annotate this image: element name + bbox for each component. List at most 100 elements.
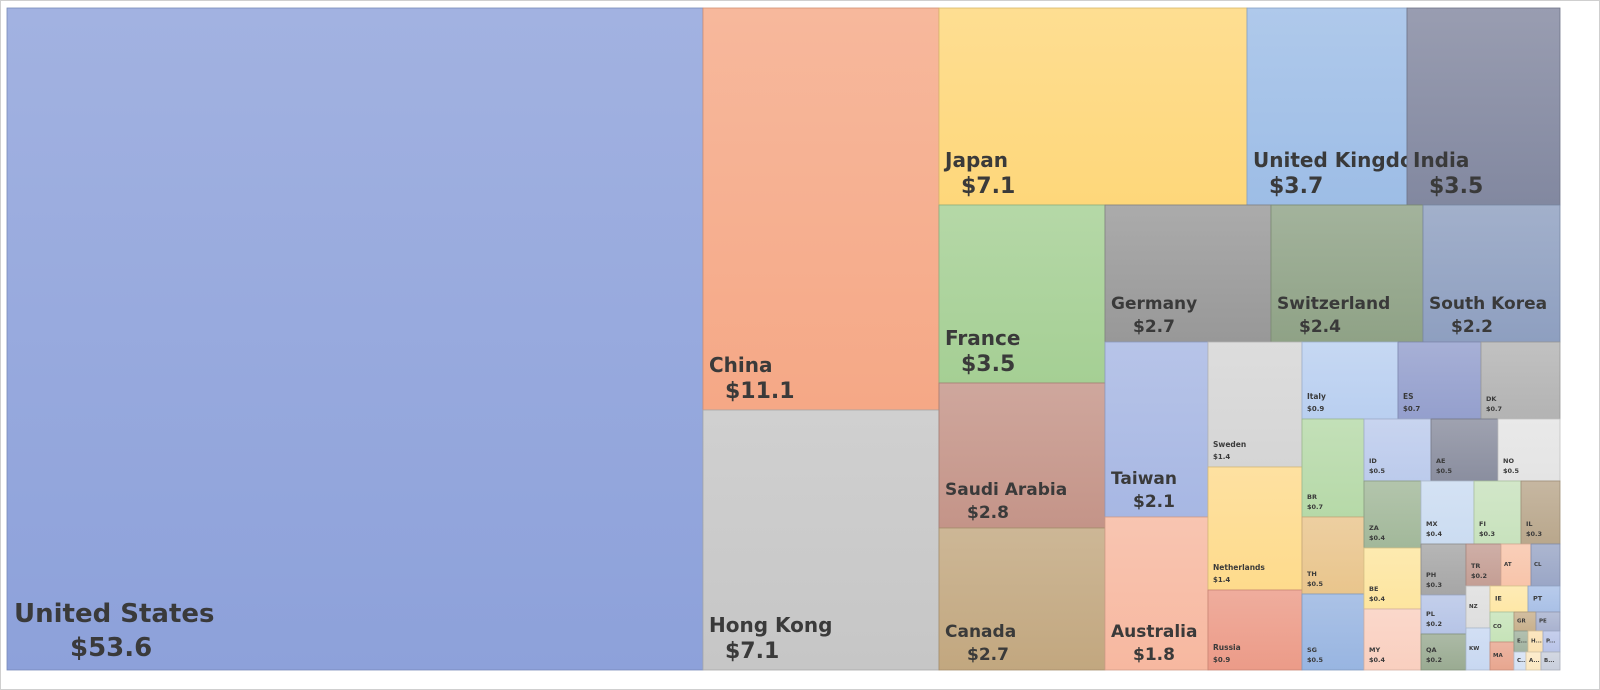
- tile-label: Australia: [1111, 622, 1198, 642]
- tile-label: TH: [1307, 570, 1317, 578]
- tile-label: BE: [1369, 585, 1378, 593]
- tile-value: $7.1: [725, 639, 779, 664]
- tile-ae: AE $0.5: [1430, 418, 1499, 482]
- tile-rect: [938, 382, 1106, 529]
- tile-value: $0.4: [1369, 656, 1386, 664]
- tile-b: B...: [1540, 651, 1561, 671]
- tile-label: KW: [1469, 646, 1479, 652]
- tile-p: P...: [1542, 630, 1561, 653]
- tile-label: AT: [1504, 562, 1512, 568]
- tile-rect: [1465, 543, 1502, 587]
- tile-label: MY: [1369, 646, 1380, 654]
- tile-label: ID: [1369, 457, 1377, 465]
- tile-label: A...: [1529, 658, 1540, 664]
- tile-e: E...: [1513, 630, 1529, 653]
- tile-label: E...: [1517, 638, 1527, 644]
- tile-value: $0.5: [1369, 467, 1386, 475]
- tile-label: ES: [1403, 392, 1414, 401]
- tile-united-kingdom: United Kingdom$3.7: [1246, 7, 1435, 206]
- tile-rect: [1363, 547, 1422, 610]
- tile-label: NO: [1503, 457, 1514, 465]
- tile-c: C...: [1513, 651, 1527, 671]
- tile-switzerland: Switzerland $2.4: [1270, 204, 1424, 343]
- tile-rect: [1301, 516, 1365, 595]
- tile-rect: [1500, 543, 1532, 587]
- tile-value: $1.8: [1133, 645, 1175, 665]
- tile-label: Canada: [945, 622, 1016, 642]
- tile-rect: [1420, 543, 1467, 596]
- tile-rect: [1207, 466, 1303, 591]
- tile-label: C...: [1517, 658, 1527, 664]
- tile-value: $2.8: [967, 503, 1009, 523]
- tile-value: $3.5: [1429, 174, 1483, 199]
- tile-label: India: [1413, 148, 1469, 172]
- tile-label: South Korea: [1429, 294, 1547, 314]
- tile-value: $1.4: [1213, 576, 1230, 584]
- tile-rect: [1540, 651, 1561, 671]
- tile-rect: [6, 7, 704, 671]
- tile-value: $0.9: [1213, 656, 1230, 664]
- tile-a: A...: [1525, 651, 1542, 671]
- tile-rect: [1406, 7, 1561, 206]
- tile-australia: Australia $1.8: [1104, 516, 1209, 671]
- tile-value: $0.2: [1426, 656, 1442, 664]
- tile-rect: [1473, 480, 1522, 545]
- tile-value: $0.7: [1307, 503, 1323, 511]
- tile-netherlands: Netherlands $1.4: [1207, 466, 1303, 591]
- tile-za: ZA $0.4: [1363, 480, 1422, 549]
- tile-label: PL: [1426, 610, 1435, 618]
- tile-rect: [1207, 589, 1303, 671]
- tile-label: Saudi Arabia: [945, 480, 1067, 500]
- tile-value: $0.4: [1426, 530, 1443, 538]
- tile-value: $3.5: [961, 352, 1015, 377]
- tile-tr: TR $0.2: [1465, 543, 1502, 587]
- tile-label: Italy: [1307, 392, 1326, 401]
- tile-rect: [1420, 480, 1475, 545]
- tile-rect: [1520, 480, 1561, 545]
- tile-label: Russia: [1213, 643, 1241, 652]
- tile-rect: [1104, 204, 1272, 343]
- tile-label: CO: [1493, 624, 1502, 630]
- tile-rect: [1270, 204, 1424, 343]
- tile-value: $0.5: [1436, 467, 1453, 475]
- tile-united-states: United States $53.6: [6, 7, 704, 671]
- tile-label: B...: [1544, 658, 1554, 664]
- tile-label: SG: [1307, 646, 1317, 654]
- tile-south-korea: South Korea $2.2: [1422, 204, 1561, 343]
- tile-ie: IE: [1489, 585, 1529, 613]
- tile-value: $0.3: [1426, 581, 1442, 589]
- tile-label: United Kingdom: [1253, 148, 1435, 172]
- tile-value: $0.9: [1307, 405, 1324, 413]
- tile-label: France: [945, 326, 1020, 350]
- tile-rect: [1363, 480, 1422, 549]
- tile-label: Japan: [943, 148, 1008, 172]
- tile-value: $0.5: [1503, 467, 1520, 475]
- tile-id: ID $0.5: [1363, 418, 1432, 482]
- tile-value: $0.2: [1471, 572, 1487, 580]
- tile-value: $3.7: [1269, 174, 1323, 199]
- tile-value: $0.4: [1369, 595, 1386, 603]
- tile-be: BE $0.4: [1363, 547, 1422, 610]
- tile-value: $2.7: [1133, 317, 1175, 337]
- tile-rect: [938, 7, 1248, 206]
- tile-rect: [1301, 593, 1365, 671]
- tile-br: BR $0.7: [1301, 418, 1365, 518]
- tile-label: MX: [1426, 520, 1437, 528]
- tile-sg: SG $0.5: [1301, 593, 1365, 671]
- tile-label: Netherlands: [1213, 563, 1265, 572]
- tile-gr: GR: [1513, 611, 1537, 632]
- tile-rect: [1363, 418, 1432, 482]
- tile-label: Hong Kong: [709, 613, 832, 637]
- tile-saudi-arabia: Saudi Arabia $2.8: [938, 382, 1106, 529]
- tile-china: China$11.1: [702, 7, 940, 411]
- tile-value: $0.4: [1369, 534, 1386, 542]
- tile-rect: [1363, 608, 1422, 671]
- tile-rect: [1301, 418, 1365, 518]
- tile-label: China: [709, 353, 773, 377]
- tile-pl: PL $0.2: [1420, 594, 1467, 635]
- tile-value: $0.2: [1426, 620, 1442, 628]
- tile-rect: [1246, 7, 1408, 206]
- tile-at: AT: [1500, 543, 1532, 587]
